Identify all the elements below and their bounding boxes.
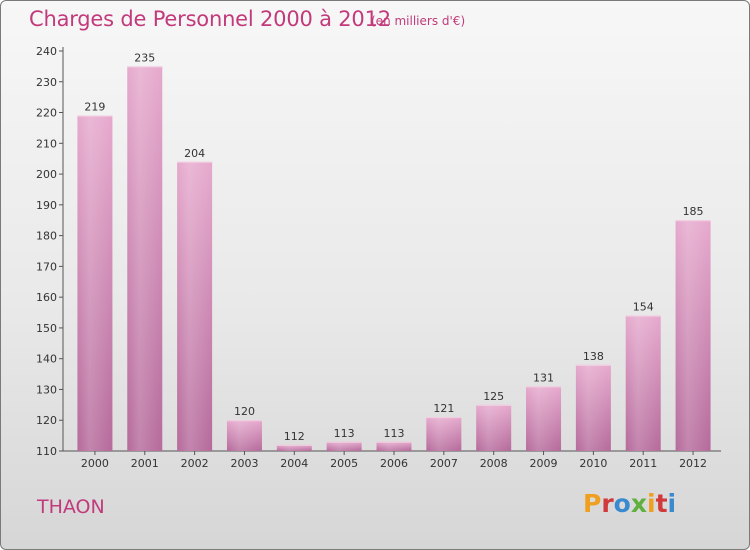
x-tick-label: 2012	[679, 457, 707, 470]
y-tick-label: 160	[36, 291, 57, 304]
logo-letter: i	[647, 489, 656, 518]
x-tick-label: 2002	[181, 457, 209, 470]
data-label: 113	[384, 427, 405, 440]
data-label: 138	[583, 350, 604, 363]
bar-shine-2005	[326, 441, 362, 451]
x-tick-label: 2007	[430, 457, 458, 470]
bar-shine-2007	[426, 417, 462, 451]
logo-letter: t	[655, 489, 668, 518]
x-tick-label: 2011	[629, 457, 657, 470]
data-label: 113	[334, 427, 355, 440]
x-tick-label: 2009	[530, 457, 558, 470]
bar-shine-2002	[177, 161, 213, 451]
bar-shine-2000	[77, 115, 113, 451]
chart-subtitle: (en milliers d'€)	[371, 14, 466, 28]
bar-shine-2009	[526, 386, 562, 451]
bar-shine-2011	[625, 315, 661, 451]
y-tick-label: 130	[36, 383, 57, 396]
bar-shine-2008	[476, 404, 512, 451]
y-tick-label: 120	[36, 414, 57, 427]
logo-letter: o	[613, 489, 631, 518]
logo-letter: x	[630, 489, 647, 518]
data-label: 120	[234, 405, 255, 418]
data-label: 219	[84, 101, 105, 114]
logo-letter: i	[667, 489, 677, 518]
chart-labels: 2000 219 2001 235 2002 204 2003 120 2004 112 2005 1…	[81, 51, 707, 470]
data-label: 204	[184, 147, 205, 160]
y-tick-label: 200	[36, 168, 57, 181]
x-tick-label: 2004	[280, 457, 308, 470]
data-label: 185	[683, 205, 704, 218]
y-tick-label: 190	[36, 199, 57, 212]
y-tick-label: 220	[36, 107, 57, 120]
bar-shine-2006	[376, 441, 412, 451]
y-tick-label: 210	[36, 137, 57, 150]
bar-shine-2003	[226, 420, 262, 451]
proxiti-logo: Proxiti	[583, 489, 676, 518]
data-label: 154	[633, 301, 654, 314]
chart-title: Charges de Personnel 2000 à 2012	[29, 7, 391, 31]
x-tick-label: 2005	[330, 457, 358, 470]
logo-letter: P	[583, 489, 602, 518]
data-label: 121	[433, 402, 454, 415]
x-tick-label: 2008	[480, 457, 508, 470]
data-label: 131	[533, 371, 554, 384]
bar-shine-2001	[127, 66, 163, 451]
x-tick-label: 2010	[579, 457, 607, 470]
y-tick-label: 140	[36, 353, 57, 366]
y-tick-label: 240	[36, 45, 57, 58]
y-tick-label: 180	[36, 230, 57, 243]
y-tick-label: 170	[36, 260, 57, 273]
y-tick-label: 150	[36, 322, 57, 335]
x-tick-label: 2001	[131, 457, 159, 470]
commune-name: THAON	[37, 496, 105, 518]
x-tick-label: 2006	[380, 457, 408, 470]
y-tick-label: 230	[36, 76, 57, 89]
chart-axes: 110 120 130 140 150 160 170 180 190 200 210 220 230 2…	[36, 45, 721, 458]
chart-bars	[77, 66, 711, 451]
data-label: 235	[134, 51, 155, 64]
bar-shine-2004	[276, 444, 312, 451]
x-tick-label: 2003	[230, 457, 258, 470]
bar-shine-2012	[675, 220, 711, 451]
bar-shine-2010	[575, 364, 611, 451]
data-label: 112	[284, 430, 305, 443]
y-tick-label: 110	[36, 445, 57, 458]
logo-letter: r	[601, 489, 614, 518]
data-label: 125	[483, 390, 504, 403]
x-tick-label: 2000	[81, 457, 109, 470]
